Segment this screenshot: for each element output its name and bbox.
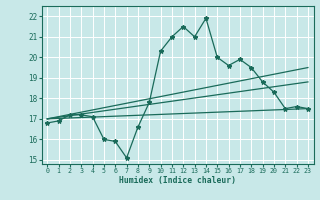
X-axis label: Humidex (Indice chaleur): Humidex (Indice chaleur) [119,176,236,185]
